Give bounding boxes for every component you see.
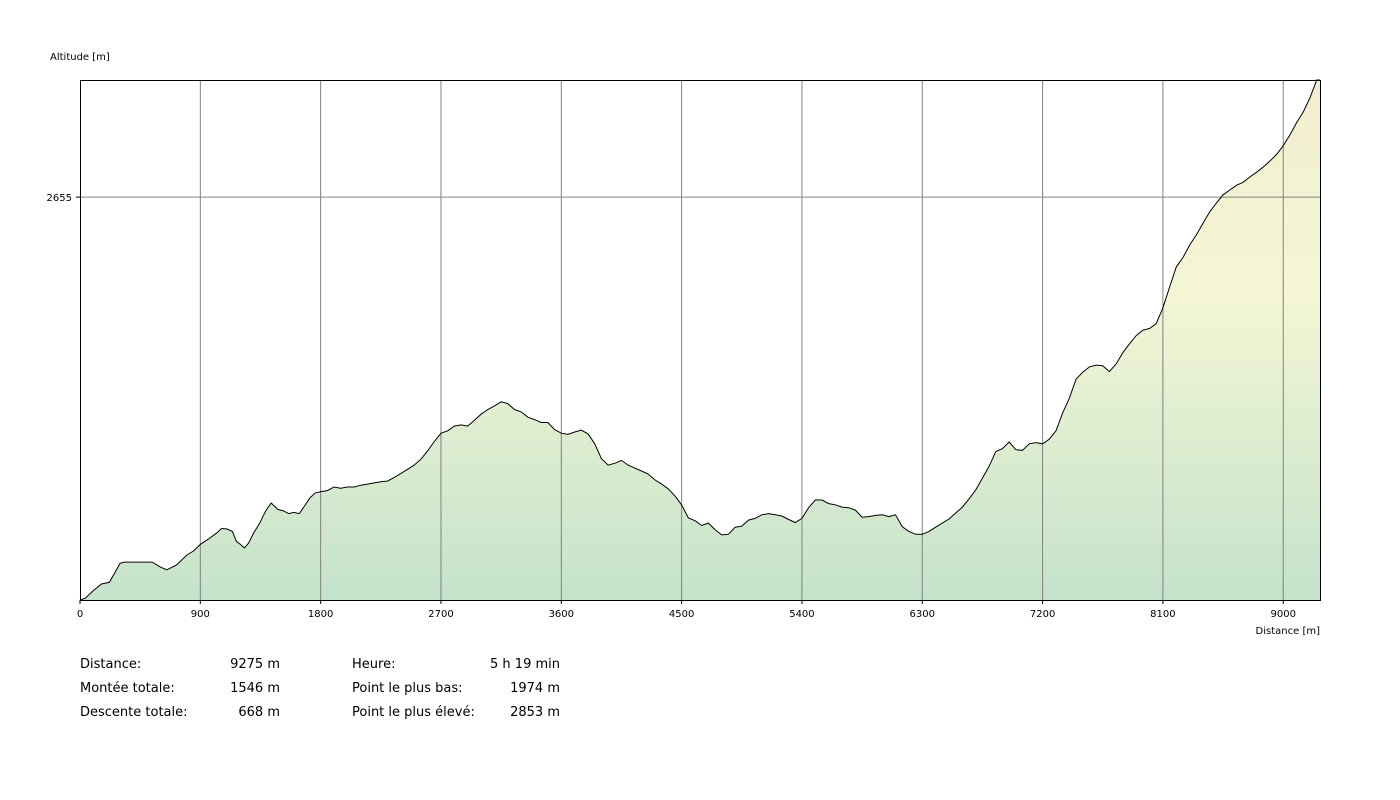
stat-time-label: Heure: [352, 657, 396, 672]
x-tick-label: 9000 [1271, 609, 1296, 620]
stat-total-descent-value: 668 m [238, 705, 280, 720]
x-tick-label: 6300 [910, 609, 935, 620]
x-tick-label: 7200 [1030, 609, 1055, 620]
plot-frame [80, 80, 1321, 601]
stat-distance-label: Distance: [80, 657, 142, 672]
stat-highest-point-value: 2853 m [510, 705, 560, 720]
x-tick-label: 0 [77, 609, 83, 620]
x-axis-title: Distance [m] [1256, 626, 1321, 637]
elevation-line [79, 79, 1320, 601]
x-tick-label: 900 [191, 609, 210, 620]
x-tick-label: 5400 [789, 609, 814, 620]
stat-time-value: 5 h 19 min [490, 657, 560, 672]
x-tick-label: 2700 [428, 609, 453, 620]
elevation-area [80, 80, 1320, 600]
elevation-chart: 0 900 1800 2700 3600 4500 5400 6300 7200 8100 9000… [47, 52, 1321, 637]
x-tick-label: 8100 [1150, 609, 1175, 620]
stat-total-descent-label: Descente totale: [80, 705, 188, 720]
x-tick-label: 1800 [308, 609, 333, 620]
stat-total-ascent-value: 1546 m [230, 681, 280, 696]
stat-lowest-point-value: 1974 m [510, 681, 560, 696]
stat-lowest-point-label: Point le plus bas: [352, 681, 463, 696]
y-axis-title: Altitude [m] [50, 52, 110, 63]
y-tick-label: 2655 [47, 193, 72, 204]
x-tick-label: 4500 [669, 609, 694, 620]
stat-total-ascent-label: Montée totale: [80, 681, 175, 696]
stat-highest-point-label: Point le plus élevé: [352, 705, 475, 720]
x-tick-label: 3600 [549, 609, 574, 620]
stat-distance-value: 9275 m [230, 657, 280, 672]
